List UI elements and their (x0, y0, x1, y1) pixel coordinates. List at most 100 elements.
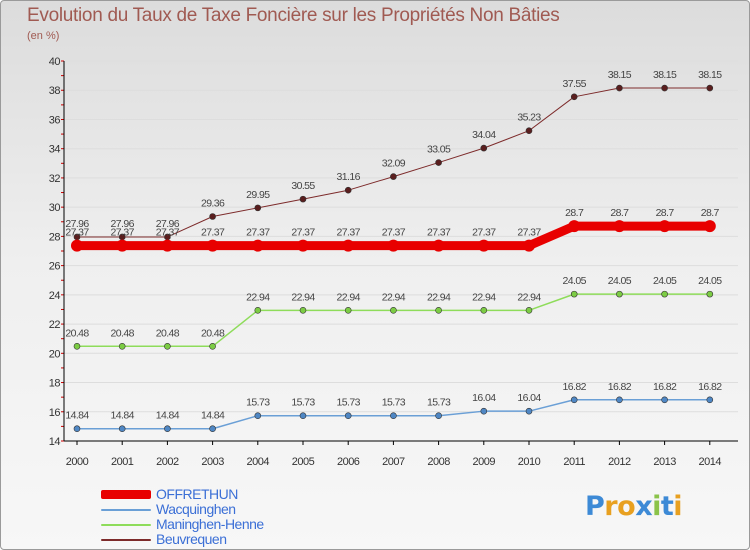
data-label: 29.36 (201, 198, 225, 210)
data-point (254, 307, 262, 314)
legend-swatch-maninghen-henne (101, 524, 151, 526)
data-label: 14.84 (111, 410, 135, 422)
legend-label: OFFRETHUN (156, 486, 238, 502)
data-point (477, 239, 490, 252)
data-label: 35.23 (517, 112, 541, 124)
legend-swatch-wacquinghen (101, 509, 151, 511)
y-tick-label: 20 (49, 348, 61, 360)
data-point (523, 239, 535, 252)
data-point (71, 239, 83, 252)
data-point (706, 396, 714, 404)
data-point (570, 290, 578, 298)
data-point (344, 186, 352, 194)
data-point (344, 412, 352, 420)
data-point (299, 195, 307, 203)
data-point (209, 213, 216, 220)
x-tick-label: 2009 (473, 456, 496, 468)
data-label: 27.37 (472, 227, 496, 239)
data-label: 24.05 (608, 275, 632, 287)
data-label: 16.04 (472, 392, 496, 404)
data-label: 20.48 (156, 327, 180, 339)
data-point (661, 84, 668, 92)
data-label: 38.15 (653, 69, 677, 81)
y-tick-label: 22 (49, 319, 61, 331)
data-point (299, 307, 307, 314)
data-label: 28.7 (610, 207, 629, 219)
logo-letter: x (635, 491, 653, 522)
data-point (387, 239, 400, 252)
data-point (616, 84, 623, 92)
data-label: 31.16 (337, 171, 361, 183)
y-tick-label: 14 (49, 436, 61, 448)
x-tick-label: 2010 (518, 456, 541, 468)
logo-letter: t (660, 491, 674, 522)
data-label: 27.37 (156, 227, 180, 239)
data-point (480, 307, 488, 314)
data-label: 15.73 (246, 397, 270, 409)
data-label: 22.94 (382, 291, 406, 303)
data-label: 14.84 (201, 410, 225, 422)
data-label: 22.94 (246, 291, 270, 303)
logo-letter: o (617, 491, 636, 522)
x-tick-label: 2013 (653, 456, 676, 468)
data-label: 15.73 (382, 397, 406, 409)
data-label: 37.55 (563, 78, 587, 90)
data-point (390, 412, 397, 420)
x-tick-label: 2001 (111, 456, 134, 468)
data-label: 27.37 (111, 227, 135, 239)
x-tick-label: 2006 (337, 456, 360, 468)
legend-label: Beuvrequen (156, 531, 227, 547)
x-tick-label: 2008 (427, 456, 450, 468)
data-point (613, 220, 626, 233)
logo-letter: i (673, 491, 683, 522)
data-label: 27.37 (427, 227, 451, 239)
x-tick-label: 2003 (201, 456, 224, 468)
data-label: 20.48 (201, 327, 225, 339)
data-label: 16.82 (698, 381, 722, 393)
data-label: 14.84 (156, 410, 180, 422)
data-label: 15.73 (427, 397, 451, 409)
y-tick-label: 40 (49, 56, 61, 68)
data-point (118, 342, 126, 350)
data-point (435, 307, 442, 314)
y-tick-label: 34 (49, 144, 61, 156)
data-label: 16.82 (653, 381, 677, 393)
data-point (73, 425, 81, 433)
data-label: 27.37 (246, 227, 270, 239)
y-tick-label: 38 (49, 85, 61, 97)
y-tick-label: 24 (49, 290, 61, 302)
y-tick-label: 32 (49, 173, 61, 185)
data-label: 34.04 (472, 129, 496, 141)
data-label: 22.94 (337, 291, 361, 303)
data-point (658, 220, 671, 233)
data-point (251, 239, 264, 252)
legend-swatch-offrethun (101, 490, 151, 499)
data-label: 27.37 (517, 227, 541, 239)
y-tick-label: 18 (49, 378, 61, 390)
chart-subtitle: (en %) (27, 30, 60, 42)
y-tick-label: 28 (49, 231, 61, 243)
data-point (703, 220, 716, 233)
data-label: 24.05 (698, 275, 722, 287)
data-label: 29.95 (246, 189, 270, 201)
data-label: 14.84 (65, 410, 89, 422)
data-label: 32.09 (382, 158, 406, 170)
y-tick-label: 36 (49, 114, 61, 126)
data-point (435, 412, 442, 420)
legend-swatch-beuvrequen (101, 539, 151, 541)
data-point (661, 290, 668, 298)
data-point (570, 93, 578, 101)
logo-letter: P (585, 491, 605, 522)
data-point (164, 425, 171, 433)
chart-title: Evolution du Taux de Taxe Foncière sur l… (27, 5, 560, 26)
data-point (525, 307, 533, 314)
data-label: 20.48 (65, 327, 89, 339)
data-point (209, 425, 216, 433)
data-label: 15.73 (291, 397, 315, 409)
data-point (616, 396, 623, 404)
data-label: 24.05 (653, 275, 677, 287)
data-label: 22.94 (291, 291, 315, 303)
data-label: 22.94 (427, 291, 451, 303)
